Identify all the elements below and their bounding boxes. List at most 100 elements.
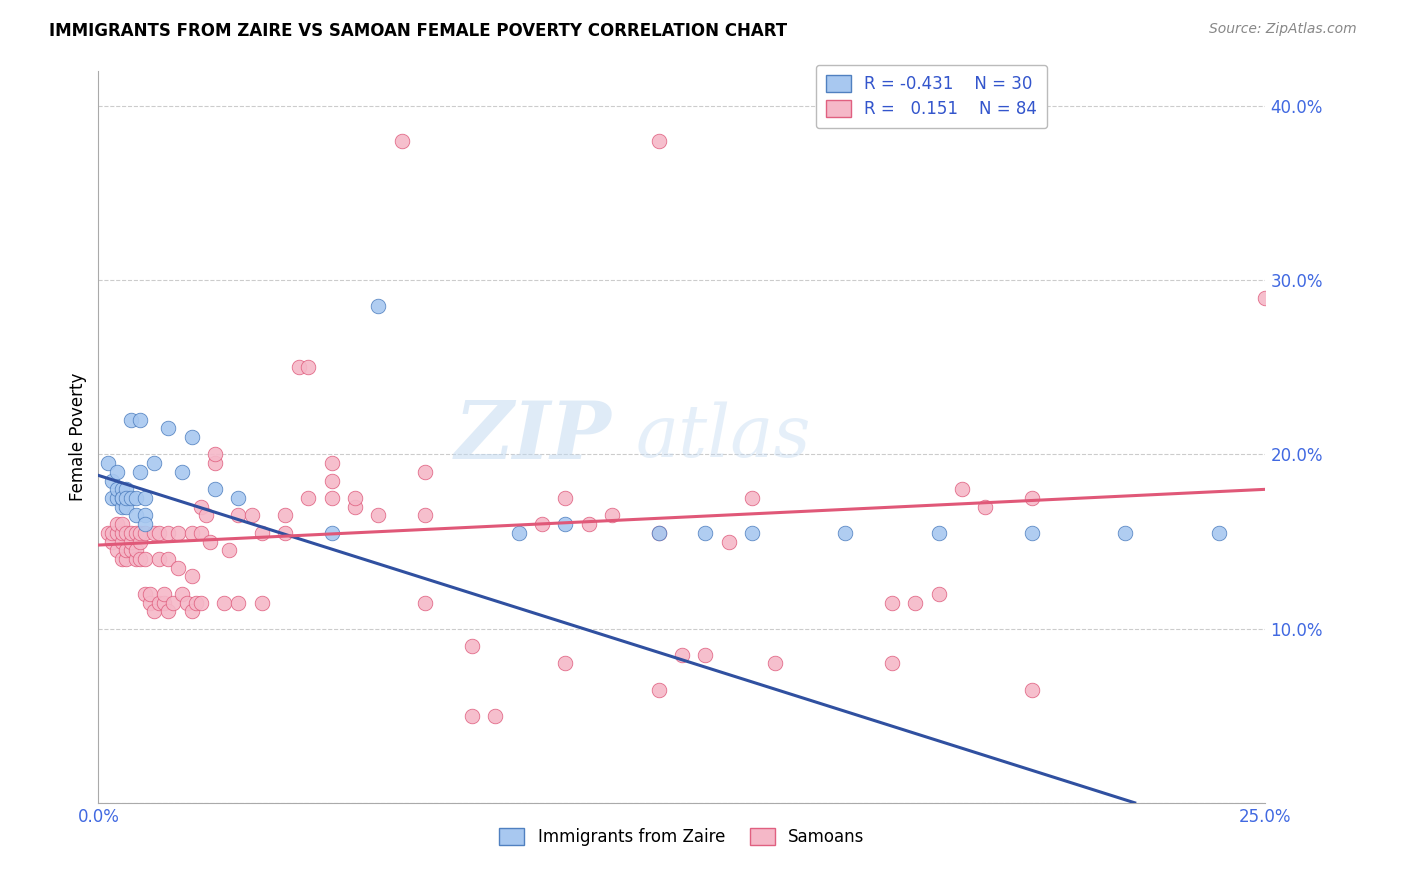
- Point: [228, 508, 250, 523]
- Point: [274, 508, 297, 523]
- Text: Source: ZipAtlas.com: Source: ZipAtlas.com: [1209, 22, 1357, 37]
- Point: [143, 604, 166, 618]
- Point: [834, 525, 856, 540]
- Point: [297, 491, 319, 505]
- Point: [129, 412, 152, 426]
- Point: [647, 525, 669, 540]
- Point: [105, 483, 128, 497]
- Point: [1208, 525, 1230, 540]
- Point: [228, 491, 250, 505]
- Point: [166, 560, 188, 574]
- Point: [125, 508, 148, 523]
- Point: [101, 534, 124, 549]
- Point: [695, 648, 717, 662]
- Text: ZIP: ZIP: [456, 399, 612, 475]
- Point: [129, 465, 152, 479]
- Point: [125, 552, 148, 566]
- Point: [228, 595, 250, 609]
- Point: [120, 491, 142, 505]
- Point: [1114, 525, 1136, 540]
- Point: [367, 508, 389, 523]
- Point: [129, 552, 152, 566]
- Point: [105, 491, 128, 505]
- Point: [125, 543, 148, 558]
- Point: [105, 525, 128, 540]
- Point: [157, 552, 180, 566]
- Point: [101, 525, 124, 540]
- Point: [1021, 682, 1043, 697]
- Point: [717, 534, 740, 549]
- Point: [974, 500, 997, 514]
- Point: [904, 595, 927, 609]
- Point: [157, 421, 180, 435]
- Point: [554, 657, 576, 671]
- Point: [928, 587, 950, 601]
- Point: [115, 483, 138, 497]
- Point: [180, 525, 202, 540]
- Point: [120, 525, 142, 540]
- Point: [204, 456, 226, 470]
- Point: [204, 448, 226, 462]
- Point: [115, 500, 138, 514]
- Point: [134, 552, 156, 566]
- Point: [763, 657, 786, 671]
- Point: [101, 474, 124, 488]
- Point: [250, 525, 273, 540]
- Point: [274, 525, 297, 540]
- Point: [143, 456, 166, 470]
- Point: [111, 525, 134, 540]
- Point: [134, 508, 156, 523]
- Point: [105, 543, 128, 558]
- Point: [129, 534, 152, 549]
- Point: [134, 587, 156, 601]
- Point: [321, 474, 343, 488]
- Point: [554, 491, 576, 505]
- Point: [461, 708, 484, 723]
- Point: [288, 360, 311, 375]
- Point: [162, 595, 184, 609]
- Point: [741, 491, 763, 505]
- Point: [321, 525, 343, 540]
- Point: [218, 543, 240, 558]
- Point: [190, 595, 212, 609]
- Point: [111, 483, 134, 497]
- Point: [97, 456, 120, 470]
- Point: [1254, 291, 1277, 305]
- Point: [190, 500, 212, 514]
- Point: [367, 300, 389, 314]
- Point: [143, 525, 166, 540]
- Point: [1021, 525, 1043, 540]
- Point: [554, 517, 576, 532]
- Point: [1021, 491, 1043, 505]
- Point: [120, 412, 142, 426]
- Point: [1395, 134, 1406, 148]
- Point: [115, 552, 138, 566]
- Point: [129, 525, 152, 540]
- Point: [120, 534, 142, 549]
- Point: [105, 517, 128, 532]
- Point: [600, 508, 623, 523]
- Point: [321, 491, 343, 505]
- Point: [101, 491, 124, 505]
- Point: [647, 682, 669, 697]
- Point: [166, 525, 188, 540]
- Point: [111, 517, 134, 532]
- Point: [242, 508, 264, 523]
- Text: IMMIGRANTS FROM ZAIRE VS SAMOAN FEMALE POVERTY CORRELATION CHART: IMMIGRANTS FROM ZAIRE VS SAMOAN FEMALE P…: [49, 22, 787, 40]
- Point: [148, 552, 170, 566]
- Point: [139, 587, 162, 601]
- Point: [134, 491, 156, 505]
- Point: [134, 517, 156, 532]
- Point: [344, 491, 367, 505]
- Point: [928, 525, 950, 540]
- Point: [413, 465, 436, 479]
- Point: [190, 525, 212, 540]
- Point: [391, 134, 413, 148]
- Point: [172, 587, 194, 601]
- Point: [671, 648, 693, 662]
- Point: [695, 525, 717, 540]
- Point: [111, 500, 134, 514]
- Point: [134, 525, 156, 540]
- Point: [297, 360, 319, 375]
- Legend: Immigrants from Zaire, Samoans: Immigrants from Zaire, Samoans: [492, 822, 872, 853]
